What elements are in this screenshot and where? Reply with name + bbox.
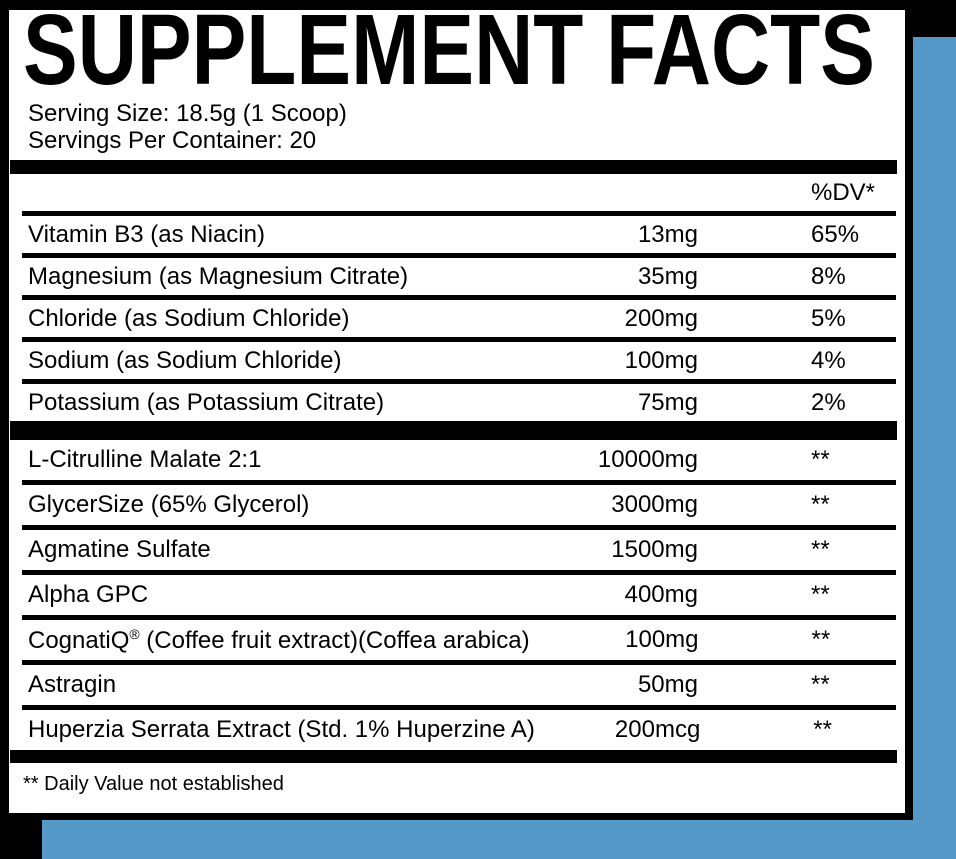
ingredient-dv: ** — [813, 716, 832, 743]
panel-title: SUPPLEMENT FACTS — [23, 0, 905, 106]
dv-column-header: %DV* — [811, 178, 876, 206]
table-row: Alpha GPC 400mg ** — [22, 575, 896, 615]
facts-table-section-1: %DV* Vitamin B3 (as Niacin) 13mg 65% Mag… — [22, 174, 896, 421]
ingredient-dv: ** — [811, 536, 830, 563]
ingredient-amount: 50mg — [637, 671, 698, 698]
ingredient-dv: ** — [811, 446, 830, 473]
nutrient-name: Sodium (as Sodium Chloride) — [28, 346, 342, 374]
nutrient-amount: 100mg — [624, 346, 698, 374]
table-row: Sodium (as Sodium Chloride) 100mg 4% — [22, 342, 896, 379]
table-row: Agmatine Sulfate 1500mg ** — [22, 530, 896, 570]
nutrient-name: Chloride (as Sodium Chloride) — [28, 304, 350, 332]
row-separator — [22, 295, 896, 300]
divider-bar-top — [10, 160, 897, 174]
nutrient-dv: 4% — [811, 346, 846, 374]
servings-per-container-text: Servings Per Container: 20 — [28, 127, 317, 154]
supplement-facts-panel: SUPPLEMENT FACTS Serving Size: 18.5g (1 … — [0, 0, 913, 820]
header-separator — [22, 211, 896, 216]
serving-size-text: Serving Size: 18.5g (1 Scoop) — [28, 100, 347, 127]
nutrient-dv: 5% — [811, 304, 846, 332]
table-row: GlycerSize (65% Glycerol) 3000mg ** — [22, 485, 896, 525]
ingredient-dv: ** — [811, 491, 830, 518]
table-header-row: %DV* — [22, 174, 896, 211]
ingredient-amount: 10000mg — [597, 446, 698, 473]
row-separator — [22, 253, 896, 258]
nutrient-dv: 65% — [811, 220, 860, 248]
ingredient-dv: ** — [811, 581, 830, 608]
table-row: L-Citrulline Malate 2:1 10000mg ** — [22, 440, 896, 480]
table-row: Magnesium (as Magnesium Citrate) 35mg 8% — [22, 258, 896, 295]
table-row: Potassium (as Potassium Citrate) 75mg 2% — [22, 384, 896, 421]
ingredient-amount: 1500mg — [611, 536, 698, 563]
nutrient-dv: 8% — [811, 262, 846, 290]
daily-value-footnote: ** Daily Value not established — [23, 773, 284, 795]
table-row: CognatiQ® (Coffee fruit extract)(Coffea … — [22, 620, 896, 660]
ingredient-dv: ** — [811, 671, 830, 698]
divider-bar-middle — [10, 421, 897, 440]
row-separator — [22, 705, 896, 710]
nutrient-amount: 75mg — [637, 388, 698, 416]
divider-bar-bottom — [10, 750, 897, 763]
ingredient-amount: 200mcg — [614, 716, 701, 743]
nutrient-name: Potassium (as Potassium Citrate) — [28, 388, 385, 416]
panel-title-text: SUPPLEMENT FACTS — [23, 0, 875, 106]
ingredient-name: GlycerSize (65% Glycerol) — [28, 491, 310, 518]
facts-table-section-2: L-Citrulline Malate 2:1 10000mg ** Glyce… — [22, 440, 896, 750]
ingredient-dv: ** — [811, 626, 831, 653]
nutrient-name: Magnesium (as Magnesium Citrate) — [28, 262, 409, 290]
table-row: Chloride (as Sodium Chloride) 200mg 5% — [22, 300, 896, 337]
ingredient-name: Astragin — [28, 671, 117, 698]
row-separator — [22, 570, 896, 575]
row-separator — [22, 525, 896, 530]
row-separator — [22, 615, 896, 620]
ingredient-amount: 100mg — [625, 626, 699, 653]
row-separator — [22, 337, 896, 342]
ingredient-name: Agmatine Sulfate — [28, 536, 211, 563]
table-row: Huperzia Serrata Extract (Std. 1% Huperz… — [22, 710, 896, 750]
nutrient-amount: 13mg — [637, 220, 698, 248]
table-row: Vitamin B3 (as Niacin) 13mg 65% — [22, 216, 896, 253]
ingredient-amount: 3000mg — [611, 491, 698, 518]
table-row: Astragin 50mg ** — [22, 665, 896, 705]
row-separator — [22, 660, 896, 665]
ingredient-name: CognatiQ® (Coffee fruit extract)(Coffea … — [28, 625, 530, 654]
nutrient-amount: 35mg — [637, 262, 698, 290]
nutrient-name: Vitamin B3 (as Niacin) — [28, 220, 265, 248]
ingredient-amount: 400mg — [624, 581, 698, 608]
ingredient-name: Alpha GPC — [28, 581, 149, 608]
ingredient-name: Huperzia Serrata Extract (Std. 1% Huperz… — [28, 716, 535, 743]
ingredient-name: L-Citrulline Malate 2:1 — [28, 446, 262, 473]
serving-info: Serving Size: 18.5g (1 Scoop) Servings P… — [28, 100, 905, 154]
nutrient-amount: 200mg — [624, 304, 698, 332]
row-separator — [22, 480, 896, 485]
nutrient-dv: 2% — [811, 388, 846, 416]
row-separator — [22, 379, 896, 384]
